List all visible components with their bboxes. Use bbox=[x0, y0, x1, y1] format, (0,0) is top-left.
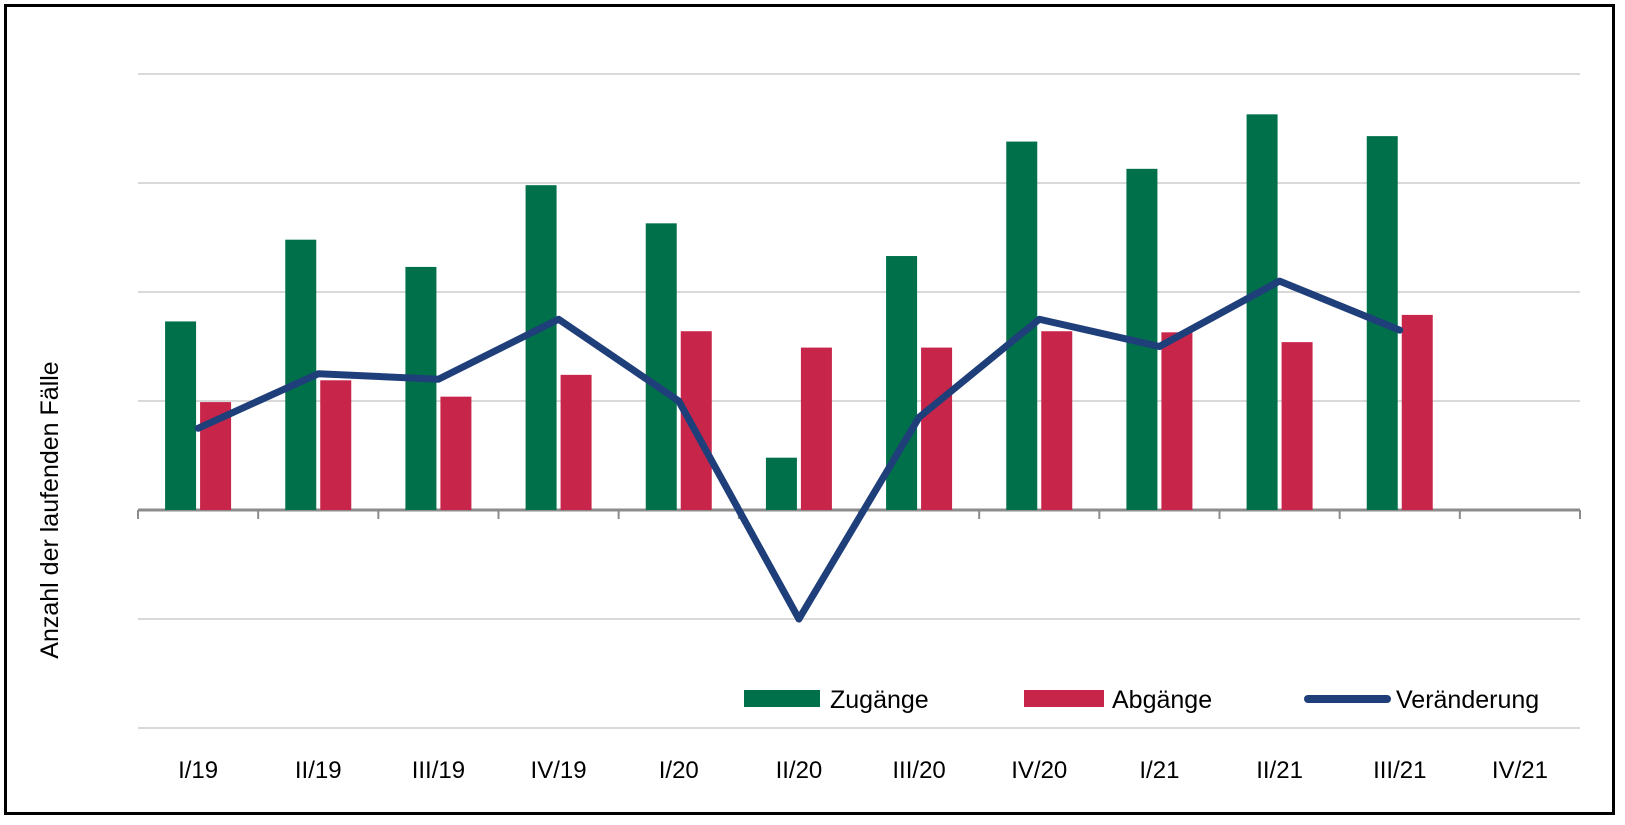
x-tick-label: IV/21 bbox=[1492, 757, 1548, 784]
x-tick-label: I/19 bbox=[178, 757, 218, 784]
x-tick-labels: I/19 II/19 III/19 IV/19 I/20 II/20 III/20 IV/20… bbox=[178, 757, 1548, 784]
bar-zugaenge bbox=[1246, 114, 1278, 510]
legend: Zugänge Abgänge Veränderung bbox=[744, 686, 1539, 714]
x-tick-label: I/20 bbox=[659, 757, 699, 784]
line-veraenderung bbox=[194, 277, 1404, 623]
legend-label-zugaenge: Zugänge bbox=[830, 686, 929, 714]
bar-abgaenge bbox=[1281, 342, 1313, 510]
bar-zugaenge bbox=[525, 185, 557, 510]
bar-zugaenge bbox=[765, 457, 797, 510]
bar-abgaenge bbox=[680, 331, 712, 510]
bar-abgaenge bbox=[320, 380, 352, 510]
x-tick-label: IV/20 bbox=[1011, 757, 1067, 784]
y-axis-title: Anzahl der laufenden Fälle bbox=[36, 361, 64, 658]
x-tick-label: III/21 bbox=[1373, 757, 1426, 784]
legend-label-veraenderung: Veränderung bbox=[1396, 686, 1539, 714]
line-series-group bbox=[194, 277, 1404, 623]
legend-swatch-zugaenge bbox=[744, 690, 820, 707]
x-tick-label: III/19 bbox=[412, 757, 465, 784]
legend-label-abgaenge: Abgänge bbox=[1112, 686, 1212, 714]
bar-abgaenge bbox=[1041, 331, 1073, 510]
x-tick-label: I/21 bbox=[1139, 757, 1179, 784]
bar-zugaenge bbox=[886, 256, 918, 510]
legend-swatch-abgaenge bbox=[1024, 690, 1104, 707]
bar-abgaenge bbox=[1161, 332, 1193, 510]
bar-abgaenge bbox=[1401, 314, 1433, 510]
x-tick-label: IV/19 bbox=[531, 757, 587, 784]
x-tick-label: II/19 bbox=[295, 757, 342, 784]
bars-group bbox=[165, 114, 1433, 510]
bar-abgaenge bbox=[440, 396, 472, 510]
bar-zugaenge bbox=[405, 266, 437, 510]
bar-abgaenge bbox=[560, 374, 592, 510]
gridlines bbox=[138, 73, 1580, 729]
bar-zugaenge bbox=[645, 223, 677, 510]
x-tick-label: II/20 bbox=[776, 757, 823, 784]
x-tick-label: III/20 bbox=[892, 757, 945, 784]
bar-abgaenge bbox=[800, 347, 832, 510]
bar-zugaenge bbox=[165, 321, 197, 510]
x-tick-label: II/21 bbox=[1256, 757, 1303, 784]
bar-abgaenge bbox=[921, 347, 953, 510]
